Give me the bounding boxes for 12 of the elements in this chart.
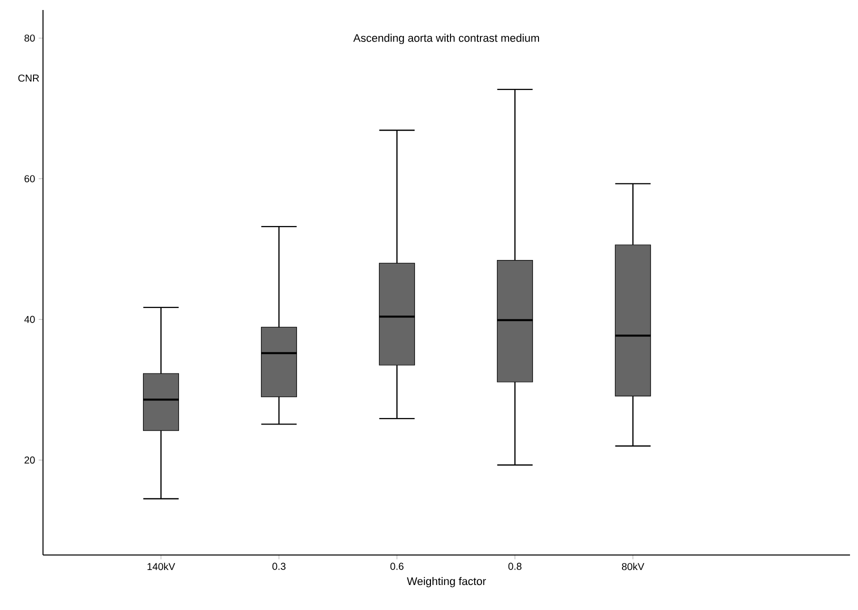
x-tick-label: 140kV xyxy=(148,562,176,570)
x-tick-label: 0.8 xyxy=(508,562,522,570)
x-tick-label: 0.3 xyxy=(272,562,286,570)
text: Ascending aorta with contrast medium xyxy=(353,34,539,44)
y-tick-label: 40 xyxy=(24,316,35,323)
y-tick-label: 20 xyxy=(24,456,35,464)
y-axis-title: CNR xyxy=(18,74,40,82)
x-axis-title: Weighting factor xyxy=(406,577,486,588)
x-tick-label: 80kV xyxy=(622,562,644,570)
y-tick-label: 80 xyxy=(24,34,35,42)
x-tick-label: 0.6 xyxy=(390,562,404,570)
y-tick-label: 60 xyxy=(24,175,35,182)
